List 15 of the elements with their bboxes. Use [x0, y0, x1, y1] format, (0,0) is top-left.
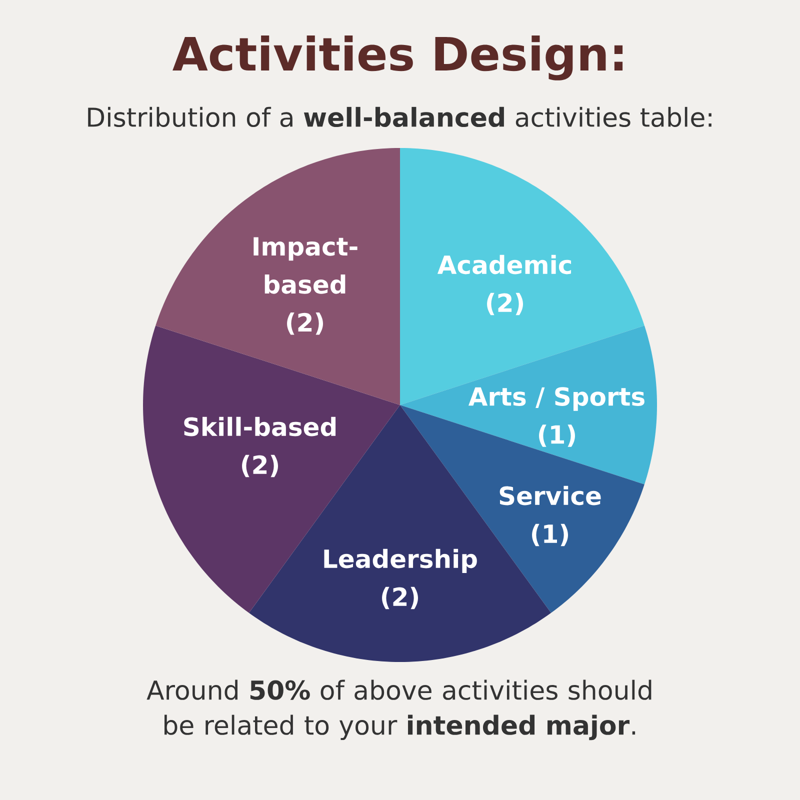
chart-subtitle: Distribution of a well-balanced activities table: — [88, 106, 712, 128]
slice-label: Arts / Sports — [468, 387, 644, 411]
slice-label: Impact-based — [254, 237, 358, 294]
slice-label: Academic — [437, 254, 572, 274]
data-label: (2) — [287, 312, 324, 335]
slice-label: Skill-based — [184, 416, 336, 436]
data-label: (2) — [382, 586, 418, 610]
text: Around 50% of above activities should be related to your intended major. — [146, 680, 652, 740]
data-label: (2) — [242, 454, 278, 478]
data-label: (1) — [532, 524, 568, 546]
data-label: (2) — [487, 292, 524, 316]
slice-label: Service — [500, 486, 601, 506]
data-label: (1) — [539, 424, 575, 447]
slice-label: Leadership — [324, 548, 477, 574]
chart-title: Activities Design: — [172, 36, 623, 80]
